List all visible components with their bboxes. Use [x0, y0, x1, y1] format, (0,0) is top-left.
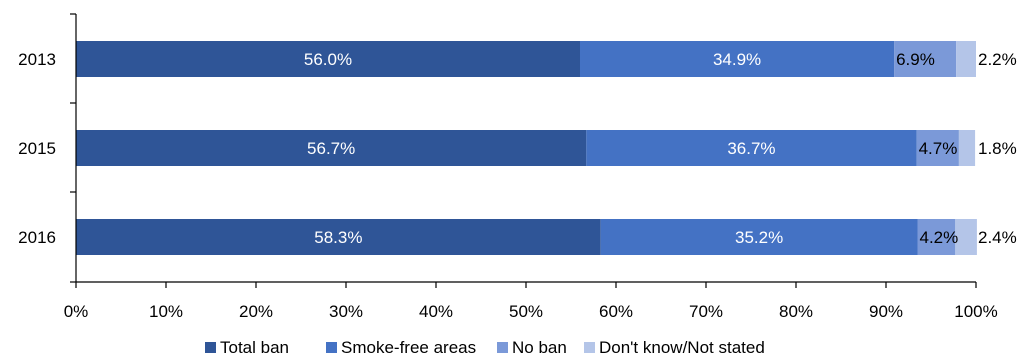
legend-label-total-ban: Total ban: [220, 338, 289, 357]
data-label-2015-smoke-free-areas: 36.7%: [727, 139, 775, 158]
y-tick-label-2015: 2015: [18, 139, 56, 158]
bar-2015-don-t-know-not-stated: [958, 130, 976, 166]
x-tick-label-70pct: 70%: [689, 302, 723, 321]
x-tick-label-20pct: 20%: [239, 302, 273, 321]
bar-area: 56.0% 34.9% 6.9% 2.2% 56.7% 36.7% 4.7% 1.8% 58.3…: [76, 41, 1017, 255]
y-tick-label-2013: 2013: [18, 50, 56, 69]
x-tick-label-90pct: 90%: [869, 302, 903, 321]
x-tick-label-0pct: 0%: [64, 302, 89, 321]
data-label-2013-no-ban: 6.9%: [896, 50, 935, 69]
bar-2015-smoke-free-areas: [586, 130, 917, 166]
bar-2015-no-ban: [916, 130, 959, 166]
x-tick-label-50pct: 50%: [509, 302, 543, 321]
data-label-2016-smoke-free-areas: 35.2%: [735, 228, 783, 247]
x-tick-label-100pct: 100%: [954, 302, 997, 321]
data-label-2016-don-t-know-not-stated: 2.4%: [978, 228, 1017, 247]
data-label-2013-total-ban: 56.0%: [304, 50, 352, 69]
bar-2013-don-t-know-not-stated: [956, 41, 976, 77]
bar-2013-no-ban: [894, 41, 957, 77]
x-tick-label-10pct: 10%: [149, 302, 183, 321]
bar-2013-smoke-free-areas: [580, 41, 895, 77]
legend-swatch-smoke-free-areas: [326, 342, 337, 353]
bar-2016-no-ban: [917, 219, 956, 255]
legend-swatch-total-ban: [205, 342, 216, 353]
data-label-2016-total-ban: 58.3%: [314, 228, 362, 247]
legend-label-don-t-know-not-stated: Don't know/Not stated: [599, 338, 765, 357]
axes: 2013 2015 2016 0% 10% 20% 30% 40% 50% 60% 70% 80% 90…: [18, 13, 998, 321]
data-label-2015-don-t-know-not-stated: 1.8%: [978, 139, 1017, 158]
bar-2015-total-ban: [76, 130, 587, 166]
legend: Total ban Smoke-free areas No ban Don't kno…: [205, 338, 765, 357]
y-tick-label-2016: 2016: [18, 228, 56, 247]
bar-2016-don-t-know-not-stated: [955, 219, 977, 255]
data-label-2015-no-ban: 4.7%: [919, 139, 958, 158]
legend-swatch-don-t-know-not-stated: [584, 342, 595, 353]
bar-2016-total-ban: [76, 219, 601, 255]
bar-2013-total-ban: [76, 41, 580, 77]
data-label-2015-total-ban: 56.7%: [307, 139, 355, 158]
x-tick-label-40pct: 40%: [419, 302, 453, 321]
legend-label-no-ban: No ban: [512, 338, 567, 357]
data-label-2016-no-ban: 4.2%: [920, 228, 959, 247]
data-label-2013-don-t-know-not-stated: 2.2%: [978, 50, 1017, 69]
x-tick-label-30pct: 30%: [329, 302, 363, 321]
data-label-2013-smoke-free-areas: 34.9%: [713, 50, 761, 69]
x-tick-label-80pct: 80%: [779, 302, 813, 321]
legend-swatch-no-ban: [497, 342, 508, 353]
x-tick-label-60pct: 60%: [599, 302, 633, 321]
legend-label-smoke-free-areas: Smoke-free areas: [341, 338, 476, 357]
bar-2016-smoke-free-areas: [600, 219, 918, 255]
